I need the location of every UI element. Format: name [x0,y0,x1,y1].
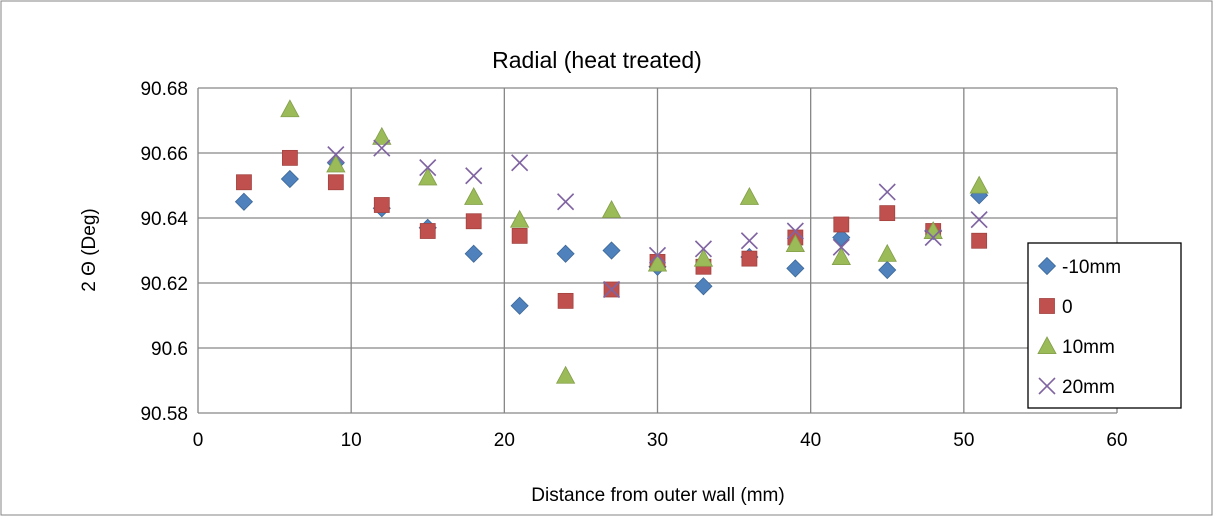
data-point [464,244,483,263]
data-point [878,260,897,280]
data-point [924,228,942,247]
data-point [970,211,988,229]
data-point [555,365,576,384]
y-axis-title: 2 Θ (Deg) [79,208,100,291]
data-point [419,223,436,239]
data-point [740,232,758,250]
data-point [510,296,529,315]
legend: -10mm 0 10mm 20mm [1027,242,1182,409]
legend-label: 0 [1062,297,1073,318]
data-point [741,250,758,267]
x-tick-label: 10 [341,430,362,451]
data-point [831,247,851,266]
data-series [234,99,989,384]
data-point [327,174,344,191]
data-point [878,183,896,201]
data-point [833,216,850,233]
data-point [511,154,529,172]
data-point [509,209,530,228]
y-tick-label: 90.66 [140,144,188,165]
data-point [694,240,713,258]
data-point [879,205,896,222]
data-point [511,227,528,244]
data-point [373,139,391,157]
data-point [923,221,943,240]
data-point [236,174,252,191]
legend-marker [1039,298,1055,314]
data-point [602,241,621,260]
legend-label: 10mm [1062,337,1115,358]
data-point [557,292,574,309]
data-point [832,228,851,247]
data-point [694,277,713,296]
data-point [280,169,299,189]
data-point [832,238,850,256]
x-tick-label: 60 [1106,430,1127,451]
data-point [373,197,390,213]
series-3 [327,139,988,299]
series-2 [280,99,989,384]
legend-marker [1037,336,1057,355]
x-tick-label: 0 [193,430,204,451]
data-point [739,187,760,205]
data-point [693,248,714,267]
x-tick-label: 20 [494,430,515,451]
x-tick-label: 50 [953,430,974,451]
data-point [280,99,300,118]
y-tick-label: 90.62 [140,274,188,295]
y-tick-label: 90.58 [140,404,188,425]
data-point [786,222,804,240]
data-point [419,159,437,177]
data-point [602,280,621,299]
data-point [647,253,668,272]
legend-label: -10mm [1062,257,1121,278]
x-tick-label: 30 [647,430,668,451]
y-tick-label: 90.64 [140,209,188,230]
data-point [556,244,575,263]
x-tick-label: 40 [800,430,821,451]
data-point [465,213,482,230]
legend-label: 20mm [1062,377,1115,398]
data-point [601,200,622,218]
data-point [786,259,805,278]
data-point [281,149,298,166]
data-point [557,193,575,211]
chart-title: Radial (heat treated) [492,47,702,73]
data-point [785,234,806,253]
data-point [648,246,667,264]
y-tick-label: 90.6 [151,339,188,360]
legend-marker [1037,256,1057,276]
x-axis-title: Distance from outer wall (mm) [531,485,784,506]
tick-labels: 90.58 90.6 90.62 90.64 90.66 90.68 0 10 20 30 40 50… [140,79,1127,451]
data-point [326,154,346,173]
data-point [234,192,254,211]
data-point [418,167,438,186]
data-point [969,175,989,194]
data-point [971,232,988,249]
data-point [877,243,897,262]
y-tick-label: 90.68 [140,79,188,100]
legend-marker [1038,377,1056,395]
gridlines [197,87,1118,414]
data-point [327,146,345,164]
data-point [372,126,392,145]
data-point [464,187,484,205]
data-point [465,167,483,185]
